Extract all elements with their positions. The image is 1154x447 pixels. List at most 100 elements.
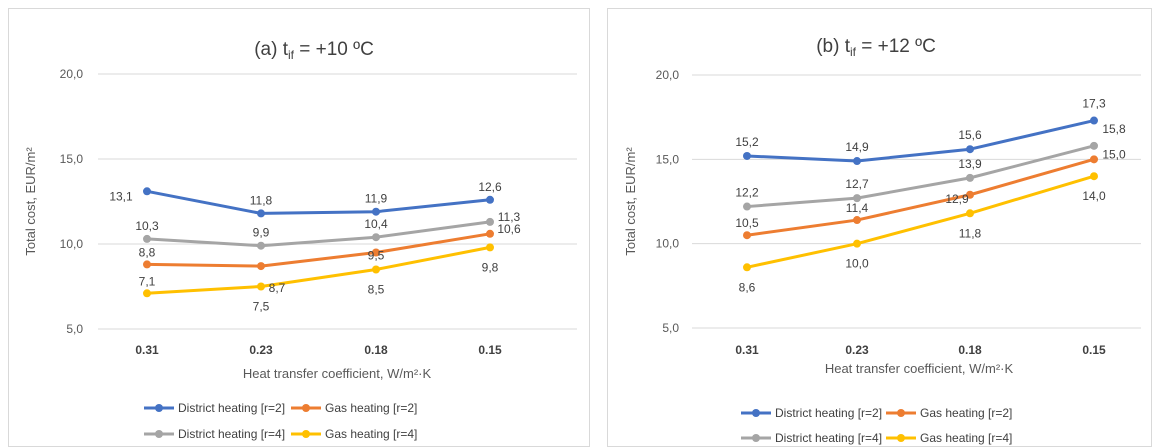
legend-swatch-marker [752, 434, 760, 442]
data-label: 8,7 [269, 281, 286, 295]
data-point [143, 234, 151, 243]
data-label: 9,5 [368, 249, 385, 263]
legend-label: Gas heating [r=4] [920, 431, 1012, 445]
legend-label: District heating [r=4] [775, 431, 882, 445]
data-label: 12,2 [735, 186, 759, 200]
legend-item: Gas heating [r=4] [291, 427, 417, 441]
chart-title: (b) tif = +12 ºC [816, 36, 936, 59]
data-point [1090, 141, 1098, 150]
data-label: 12,6 [478, 180, 502, 194]
y-tick-label: 5,0 [662, 321, 679, 335]
data-label: 14,0 [1082, 189, 1106, 203]
legend-swatch-marker [302, 430, 310, 438]
data-point [486, 229, 494, 238]
data-label: 10,3 [135, 219, 159, 233]
data-label: 15,6 [958, 128, 982, 142]
chart-title: (a) tif = +10 ºC [254, 39, 374, 62]
data-point [372, 233, 380, 242]
x-tick-label: 0.15 [478, 343, 502, 357]
chart-a-svg: (a) tif = +10 ºC 20,0 15,0 10,0 5,0 Total cos… [23, 39, 577, 441]
data-label: 15,2 [735, 135, 759, 149]
data-label: 9,8 [482, 260, 499, 274]
y-tick-label: 20,0 [60, 67, 84, 81]
data-point [372, 207, 380, 216]
y-tick-label: 20,0 [656, 68, 680, 82]
data-point [853, 194, 861, 203]
legend-label: Gas heating [r=4] [325, 427, 417, 441]
x-tick-label: 0.23 [845, 343, 869, 357]
data-label: 9,9 [253, 226, 270, 240]
x-tick-label: 0.18 [364, 343, 388, 357]
legend-item: District heating [r=4] [144, 427, 285, 441]
y-axis-title: Total cost, EUR/m² [623, 147, 638, 256]
legend-item: District heating [r=2] [144, 401, 285, 415]
data-label: 7,5 [253, 300, 270, 314]
data-label: 10,0 [845, 257, 869, 271]
data-point [257, 241, 265, 250]
series-line [146, 245, 491, 295]
data-point [372, 265, 380, 274]
data-point [486, 195, 494, 204]
data-label: 11,4 [846, 201, 869, 215]
data-label: 8,8 [139, 245, 156, 259]
data-point [1090, 116, 1098, 125]
data-point [966, 145, 974, 154]
data-point [1090, 155, 1098, 164]
data-label: 11,9 [365, 192, 388, 206]
data-point [743, 151, 751, 160]
legend-label: Gas heating [r=2] [325, 401, 417, 415]
y-tick-label: 15,0 [60, 152, 84, 166]
legend-item: Gas heating [r=2] [291, 401, 417, 415]
data-label: 17,3 [1082, 97, 1106, 111]
data-label: 15,0 [1102, 147, 1126, 161]
data-point [1090, 172, 1098, 181]
data-point [486, 243, 494, 252]
legend-item: Gas heating [r=2] [886, 406, 1012, 420]
data-label: 10,4 [364, 217, 388, 231]
data-point [853, 157, 861, 166]
data-point [743, 202, 751, 211]
data-label: 12,9 [945, 192, 969, 206]
chart-panel-b: (b) tif = +12 ºC 20,0 15,0 10,0 5,0 Total cos… [607, 8, 1152, 447]
data-label: 13,9 [958, 157, 982, 171]
data-label: 10,5 [735, 216, 759, 230]
legend-swatch-marker [897, 434, 905, 442]
data-label: 8,6 [739, 280, 756, 294]
x-tick-label: 0.15 [1082, 343, 1106, 357]
data-label: 15,8 [1102, 122, 1126, 136]
data-label: 11,3 [498, 210, 521, 224]
data-point [966, 209, 974, 218]
legend-label: District heating [r=2] [775, 406, 882, 420]
legend-swatch-marker [155, 404, 163, 412]
x-axis-title: Heat transfer coefficient, W/m²·K [243, 366, 432, 381]
series-line [746, 174, 1095, 269]
y-tick-label: 10,0 [656, 237, 680, 251]
legend-label: District heating [r=4] [178, 427, 285, 441]
x-tick-label: 0.23 [249, 343, 273, 357]
legend-swatch-marker [752, 409, 760, 417]
y-tick-label: 15,0 [656, 152, 680, 166]
series-line [146, 232, 491, 268]
x-tick-label: 0.31 [735, 343, 759, 357]
data-label: 8,5 [368, 283, 385, 297]
series-line [146, 189, 491, 215]
x-tick-label: 0.18 [958, 343, 982, 357]
data-point [853, 239, 861, 248]
legend-item: District heating [r=2] [741, 406, 882, 420]
data-label: 14,9 [845, 140, 869, 154]
x-tick-label: 0.31 [135, 343, 159, 357]
legend-item: Gas heating [r=4] [886, 431, 1012, 445]
series-line [146, 220, 491, 248]
data-label: 7,1 [139, 274, 156, 288]
series-line [746, 119, 1095, 163]
data-point [743, 231, 751, 240]
data-label: 11,8 [250, 193, 273, 207]
data-point [743, 263, 751, 272]
data-point [966, 190, 974, 199]
y-tick-label: 5,0 [66, 322, 83, 336]
legend-swatch-marker [897, 409, 905, 417]
data-label: 10,6 [497, 222, 521, 236]
data-point [966, 173, 974, 182]
y-tick-label: 10,0 [60, 237, 84, 251]
data-point [257, 262, 265, 271]
